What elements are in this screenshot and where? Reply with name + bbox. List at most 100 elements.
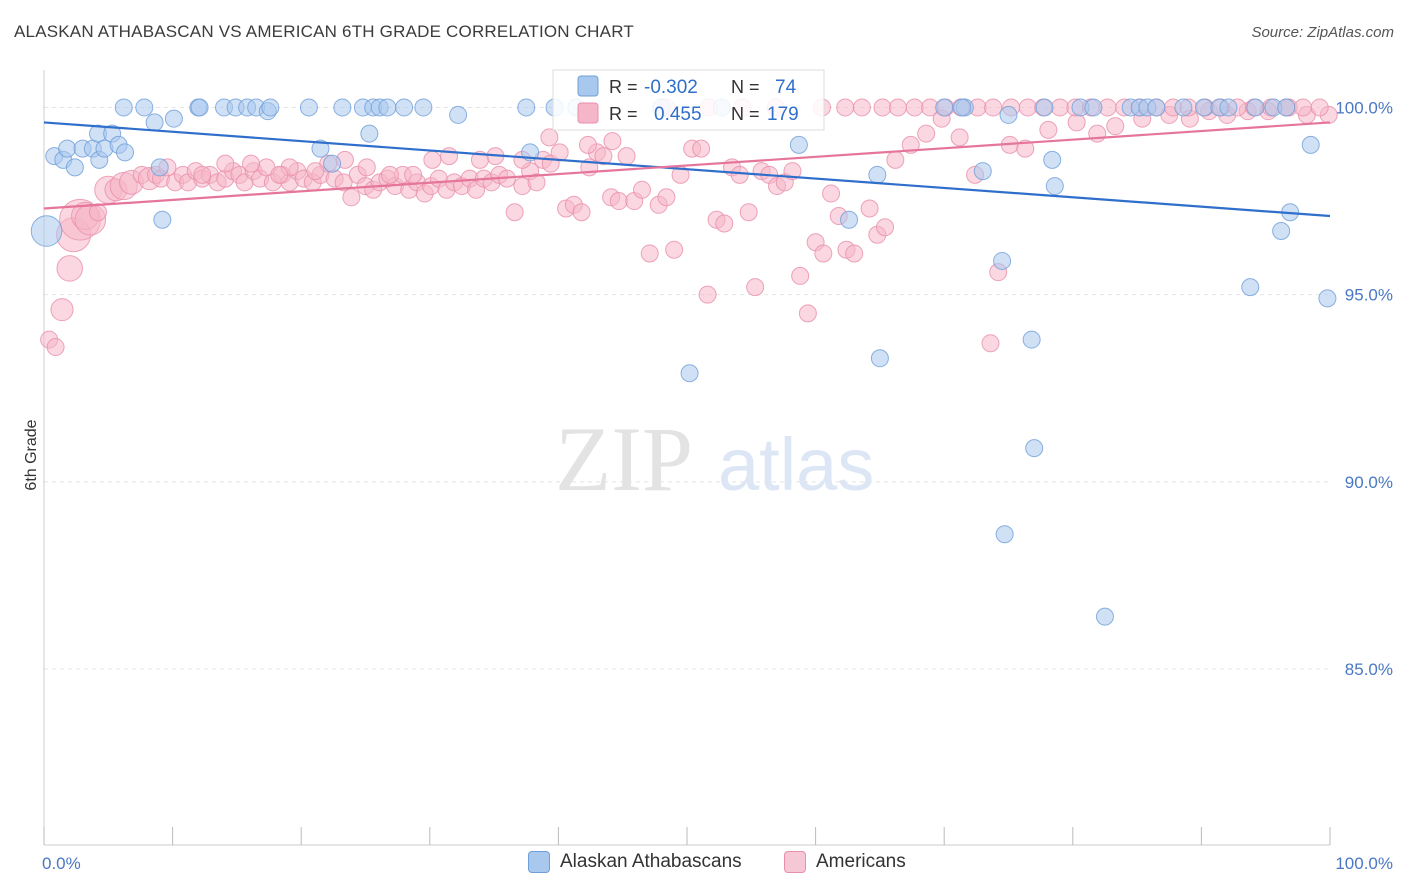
point-alaskan-athabascans — [378, 98, 397, 117]
y-tick-label: 85.0% — [1345, 660, 1393, 679]
legend-swatch-blue — [528, 851, 550, 873]
stats-swatch-blue — [577, 75, 599, 97]
point-alaskan-athabascans — [1219, 98, 1238, 117]
point-alaskan-athabascans — [1194, 98, 1213, 117]
point-americans — [617, 147, 636, 166]
point-americans — [640, 244, 659, 263]
point-americans — [334, 173, 353, 192]
point-alaskan-athabascans — [973, 162, 992, 181]
point-americans — [739, 203, 758, 222]
point-alaskan-athabascans — [30, 215, 63, 247]
stats-r-label-1: R = — [609, 77, 638, 97]
point-americans — [609, 192, 628, 211]
point-alaskan-athabascans — [414, 98, 433, 117]
trend-line-americans — [43, 121, 1331, 210]
point-americans — [216, 154, 235, 173]
point-americans — [242, 154, 261, 173]
legend-item-alaskan-athabascans[interactable]: Alaskan Athabascans — [528, 851, 742, 873]
point-americans — [814, 244, 833, 263]
point-americans — [193, 165, 212, 184]
point-americans — [423, 150, 442, 169]
point-alaskan-athabascans — [1246, 98, 1265, 117]
point-americans — [1018, 98, 1037, 117]
point-alaskan-athabascans — [360, 124, 379, 143]
point-alaskan-athabascans — [680, 364, 699, 383]
point-americans — [572, 203, 591, 222]
point-americans — [550, 143, 569, 162]
point-alaskan-athabascans — [65, 158, 84, 177]
point-americans — [860, 199, 879, 218]
point-americans — [746, 278, 765, 297]
legend-label-alaskan-athabascans: Alaskan Athabascans — [560, 851, 742, 872]
point-americans — [1310, 98, 1329, 117]
y-axis-label: 6th Grade — [23, 419, 40, 490]
point-alaskan-athabascans — [150, 158, 169, 177]
point-alaskan-athabascans — [395, 98, 414, 117]
trend-lines — [43, 121, 1331, 218]
point-alaskan-athabascans — [1174, 98, 1193, 117]
point-americans — [404, 165, 423, 184]
point-alaskan-athabascans — [993, 251, 1012, 270]
point-americans — [594, 147, 613, 166]
point-alaskan-athabascans — [1025, 439, 1044, 458]
point-americans — [505, 203, 524, 222]
stats-n-value-1: 74 — [775, 77, 797, 98]
point-americans — [783, 162, 802, 181]
point-alaskan-athabascans — [1301, 135, 1320, 154]
point-americans — [540, 128, 559, 147]
stats-swatch-pink — [577, 102, 599, 124]
point-americans — [342, 188, 361, 207]
point-americans — [730, 165, 749, 184]
point-alaskan-athabascans — [870, 349, 889, 368]
point-alaskan-athabascans — [135, 98, 154, 117]
y-tick-label: 90.0% — [1345, 473, 1393, 492]
point-americans — [306, 162, 325, 181]
point-americans — [905, 98, 924, 117]
watermark-zip: ZIP — [555, 408, 693, 510]
point-alaskan-athabascans — [333, 98, 352, 117]
point-alaskan-athabascans — [190, 98, 209, 117]
point-americans — [1106, 117, 1125, 136]
point-americans — [822, 184, 841, 203]
point-alaskan-athabascans — [116, 143, 135, 162]
legend-item-americans[interactable]: Americans — [784, 851, 906, 873]
point-alaskan-athabascans — [261, 98, 280, 117]
point-alaskan-athabascans — [1277, 98, 1296, 117]
point-alaskan-athabascans — [953, 98, 972, 117]
point-americans — [1293, 98, 1312, 117]
trend-line-alaskan-athabascans — [43, 121, 1331, 218]
point-alaskan-athabascans — [868, 165, 887, 184]
point-americans — [603, 132, 622, 151]
point-americans — [873, 98, 892, 117]
point-alaskan-athabascans — [1147, 98, 1166, 117]
point-americans — [50, 298, 74, 322]
point-alaskan-athabascans — [789, 135, 808, 154]
point-alaskan-athabascans — [153, 210, 172, 229]
point-americans — [836, 98, 855, 117]
point-americans — [270, 165, 289, 184]
stats-r-value-2: 0.455 — [654, 104, 702, 125]
series-alaskan-athabascans-points — [30, 98, 1337, 626]
point-alaskan-athabascans — [145, 113, 164, 132]
point-americans — [715, 214, 734, 233]
point-americans — [1088, 124, 1107, 143]
point-alaskan-athabascans — [1095, 607, 1114, 626]
legend-swatch-pink — [784, 851, 806, 873]
point-americans — [1050, 98, 1069, 117]
point-alaskan-athabascans — [58, 139, 77, 158]
point-americans — [657, 188, 676, 207]
point-alaskan-athabascans — [999, 105, 1018, 124]
stats-r-value-1: -0.302 — [644, 77, 698, 98]
series-americans-points — [40, 98, 1338, 357]
point-alaskan-athabascans — [1084, 98, 1103, 117]
chart-title: ALASKAN ATHABASCAN VS AMERICAN 6TH GRADE… — [14, 22, 634, 41]
point-americans — [578, 135, 597, 154]
point-americans — [632, 180, 651, 199]
point-americans — [470, 150, 489, 169]
point-alaskan-athabascans — [449, 105, 468, 124]
point-americans — [981, 334, 1000, 353]
point-alaskan-athabascans — [1241, 278, 1260, 297]
point-americans — [876, 218, 895, 237]
point-americans — [692, 139, 711, 158]
